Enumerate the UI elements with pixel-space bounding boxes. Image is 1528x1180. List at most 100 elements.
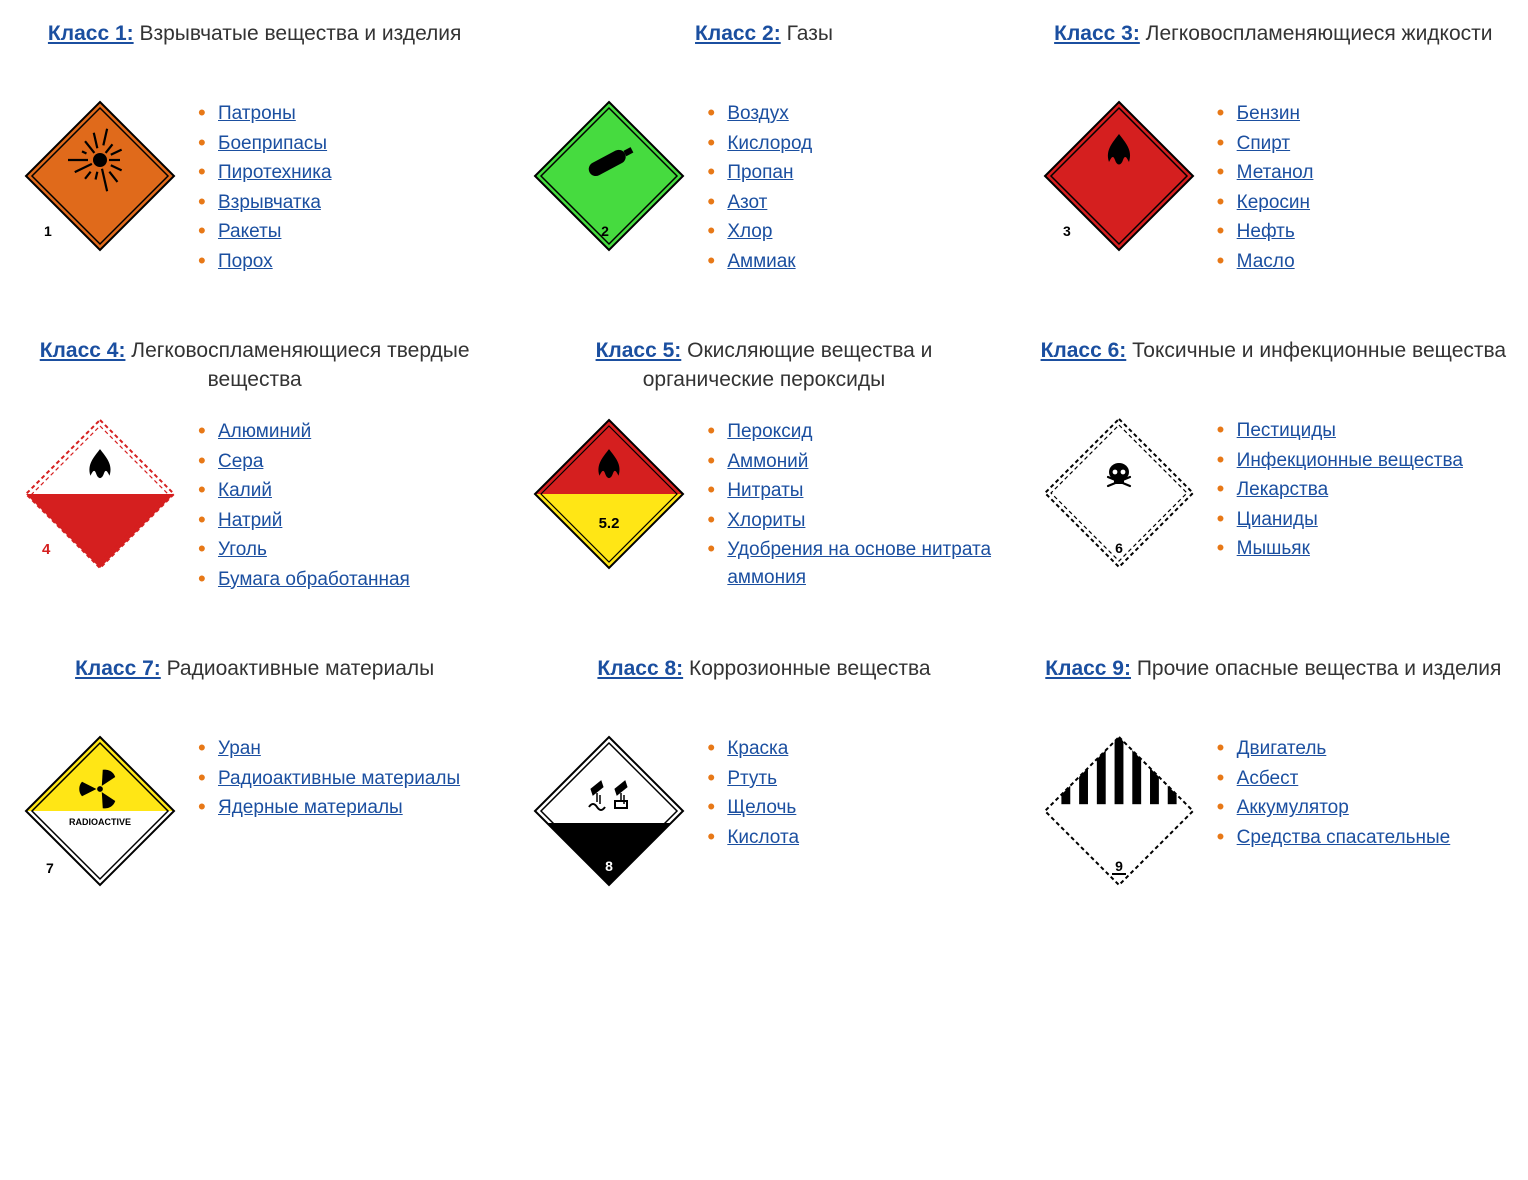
list-item: Щелочь <box>707 794 799 822</box>
item-link[interactable]: Калий <box>218 480 272 501</box>
hazard-class-6: Класс 6: Токсичные и инфекционные вещест… <box>1039 337 1508 595</box>
item-link[interactable]: Алюминий <box>218 421 311 442</box>
class-desc: Токсичные и инфекционные вещества <box>1132 339 1506 362</box>
hazard-class-4: Класс 4: Легковоспламеняющиеся твердые в… <box>20 337 489 595</box>
placard-wrap: 2 <box>529 96 689 256</box>
item-link[interactable]: Спирт <box>1237 133 1290 154</box>
list-item: Кислота <box>707 824 799 852</box>
list-item: Уголь <box>198 536 410 564</box>
item-link[interactable]: Двигатель <box>1237 738 1327 759</box>
item-link[interactable]: Лекарства <box>1237 479 1329 500</box>
item-link[interactable]: Краска <box>727 738 788 759</box>
list-item: Инфекционные вещества <box>1217 447 1463 475</box>
class-desc: Прочие опасные вещества и изделия <box>1137 657 1502 680</box>
item-link[interactable]: Боеприпасы <box>218 133 327 154</box>
class-link[interactable]: Класс 4: <box>40 339 126 362</box>
item-link[interactable]: Метанол <box>1237 162 1314 183</box>
item-link[interactable]: Уголь <box>218 539 267 560</box>
item-link[interactable]: Кислота <box>727 827 799 848</box>
class-title: Класс 6: Токсичные и инфекционные вещест… <box>1041 337 1507 393</box>
item-link[interactable]: Пропан <box>727 162 793 183</box>
item-list: Патроны Боеприпасы Пиротехника Взрывчатка Ра… <box>198 100 332 277</box>
class-body: 3 БензинСпиртМетанолКеросинНефтьМасло <box>1039 96 1508 277</box>
svg-text:6: 6 <box>1115 540 1123 556</box>
item-list: Краска Ртуть Щелочь Кислота <box>707 735 799 853</box>
class-body: 4 Алюминий Сера Калий Натрий Уголь Бумага обр… <box>20 414 489 595</box>
item-link[interactable]: Пиротехника <box>218 162 332 183</box>
item-link[interactable]: Хлориты <box>727 510 805 531</box>
class-link[interactable]: Класс 6: <box>1041 339 1127 362</box>
item-link[interactable]: Мышьяк <box>1237 538 1310 559</box>
placard-wrap: 4 <box>20 414 180 574</box>
list-item: Боеприпасы <box>198 130 332 158</box>
item-link[interactable]: Взрывчатка <box>218 192 321 213</box>
class-body: 5.2 Пероксид Аммоний Нитраты Хлориты Удобрен… <box>529 414 998 593</box>
item-link[interactable]: Масло <box>1237 251 1295 272</box>
class-desc: Легковоспламеняющиеся жидкости <box>1146 22 1493 45</box>
item-link[interactable]: Аммоний <box>727 451 808 472</box>
hazard-placard-icon: 9 <box>1039 731 1199 891</box>
item-link[interactable]: Нитраты <box>727 480 803 501</box>
list-item: Кислород <box>707 130 812 158</box>
class-body: 2 Воздух Кислород Пропан Азот Хлор Аммиак <box>529 96 998 277</box>
item-link[interactable]: Бумага обработанная <box>218 569 410 590</box>
item-link[interactable]: Цианиды <box>1237 509 1318 530</box>
item-link[interactable]: Азот <box>727 192 767 213</box>
item-link[interactable]: Кислород <box>727 133 812 154</box>
class-desc: Радиоактивные материалы <box>167 657 435 680</box>
item-link[interactable]: Аккумулятор <box>1237 797 1349 818</box>
item-link[interactable]: Хлор <box>727 221 772 242</box>
hazard-placard-icon: 1 <box>20 96 180 256</box>
item-link[interactable]: Ртуть <box>727 768 777 789</box>
item-link[interactable]: Пестициды <box>1237 420 1336 441</box>
item-link[interactable]: Сера <box>218 451 263 472</box>
item-link[interactable]: Асбест <box>1237 768 1299 789</box>
hazard-placard-icon: RADIOACTIVE7 <box>20 731 180 891</box>
placard-wrap: RADIOACTIVE7 <box>20 731 180 891</box>
list-item: Воздух <box>707 100 812 128</box>
placard-wrap: 1 <box>20 96 180 256</box>
item-link[interactable]: Аммиак <box>727 251 795 272</box>
class-link[interactable]: Класс 3: <box>1054 22 1140 45</box>
class-link[interactable]: Класс 7: <box>75 657 161 680</box>
item-link[interactable]: Инфекционные вещества <box>1237 450 1463 471</box>
item-list: Уран Радиоактивные материалы Ядерные матер… <box>198 735 460 824</box>
item-list: Воздух Кислород Пропан Азот Хлор Аммиак <box>707 100 812 277</box>
item-link[interactable]: Удобрения на основе нитрата аммония <box>727 539 991 588</box>
item-link[interactable]: Ядерные материалы <box>218 797 403 818</box>
item-list: Двигатель Асбест Аккумулятор Средства спаса… <box>1217 735 1451 853</box>
list-item: Асбест <box>1217 765 1451 793</box>
svg-text:5.2: 5.2 <box>599 515 620 532</box>
hazard-placard-icon: 5.2 <box>529 414 689 574</box>
list-item: Хлор <box>707 218 812 246</box>
class-link[interactable]: Класс 8: <box>597 657 683 680</box>
class-title: Класс 7: Радиоактивные материалы <box>75 655 434 711</box>
item-link[interactable]: Бензин <box>1237 103 1300 124</box>
svg-text:2: 2 <box>601 223 609 239</box>
class-link[interactable]: Класс 5: <box>596 339 682 362</box>
placard-wrap: 9 <box>1039 731 1199 891</box>
list-item: Ртуть <box>707 765 799 793</box>
item-link[interactable]: Порох <box>218 251 273 272</box>
list-item: Двигатель <box>1217 735 1451 763</box>
class-link[interactable]: Класс 9: <box>1045 657 1131 680</box>
hazard-class-8: Класс 8: Коррозионные вещества 8 КраскаР… <box>529 655 998 891</box>
item-link[interactable]: Радиоактивные материалы <box>218 768 460 789</box>
item-link[interactable]: Керосин <box>1237 192 1310 213</box>
item-link[interactable]: Пероксид <box>727 421 812 442</box>
list-item: Спирт <box>1217 130 1314 158</box>
item-link[interactable]: Нефть <box>1237 221 1295 242</box>
hazard-placard-icon: 2 <box>529 96 689 256</box>
class-link[interactable]: Класс 2: <box>695 22 781 45</box>
item-link[interactable]: Натрий <box>218 510 282 531</box>
class-title: Класс 2: Газы <box>695 20 833 76</box>
class-link[interactable]: Класс 1: <box>48 22 134 45</box>
item-link[interactable]: Ракеты <box>218 221 281 242</box>
item-link[interactable]: Уран <box>218 738 261 759</box>
item-link[interactable]: Средства спасательные <box>1237 827 1451 848</box>
item-link[interactable]: Патроны <box>218 103 296 124</box>
list-item: Ракеты <box>198 218 332 246</box>
item-link[interactable]: Щелочь <box>727 797 796 818</box>
class-desc: Окисляющие вещества и органические перок… <box>643 339 933 390</box>
item-link[interactable]: Воздух <box>727 103 788 124</box>
